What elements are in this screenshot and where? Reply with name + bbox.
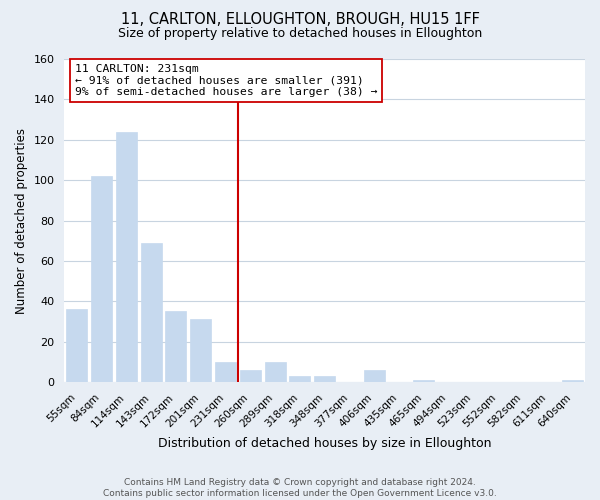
Bar — [215, 362, 236, 382]
Bar — [265, 362, 286, 382]
Bar — [562, 380, 583, 382]
Bar — [413, 380, 434, 382]
Bar — [289, 376, 310, 382]
Text: 11 CARLTON: 231sqm
← 91% of detached houses are smaller (391)
9% of semi-detache: 11 CARLTON: 231sqm ← 91% of detached hou… — [75, 64, 377, 97]
Bar — [116, 132, 137, 382]
X-axis label: Distribution of detached houses by size in Elloughton: Distribution of detached houses by size … — [158, 437, 491, 450]
Bar — [314, 376, 335, 382]
Bar — [190, 320, 211, 382]
Bar — [66, 310, 88, 382]
Y-axis label: Number of detached properties: Number of detached properties — [15, 128, 28, 314]
Text: 11, CARLTON, ELLOUGHTON, BROUGH, HU15 1FF: 11, CARLTON, ELLOUGHTON, BROUGH, HU15 1F… — [121, 12, 479, 28]
Bar — [140, 243, 162, 382]
Text: Contains HM Land Registry data © Crown copyright and database right 2024.
Contai: Contains HM Land Registry data © Crown c… — [103, 478, 497, 498]
Text: Size of property relative to detached houses in Elloughton: Size of property relative to detached ho… — [118, 28, 482, 40]
Bar — [91, 176, 112, 382]
Bar — [166, 312, 187, 382]
Bar — [240, 370, 261, 382]
Bar — [364, 370, 385, 382]
